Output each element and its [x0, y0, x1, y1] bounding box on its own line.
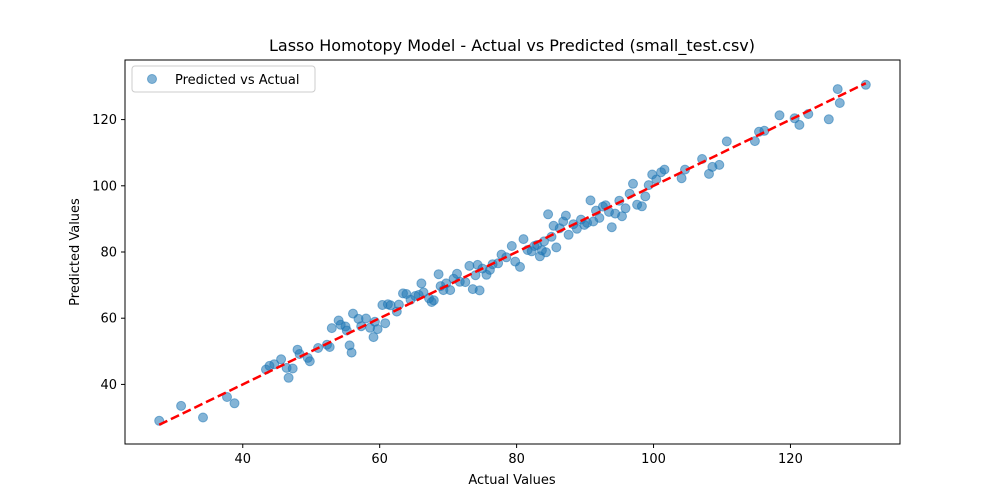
scatter-point — [594, 212, 605, 223]
x-axis-ticks: 40 60 80 100 120 — [234, 444, 803, 467]
scatter-point — [659, 164, 670, 175]
legend-box — [131, 65, 316, 93]
scatter-point — [834, 98, 845, 108]
scatter-point — [326, 323, 337, 334]
x-tick-label: 120 — [778, 452, 803, 467]
scatter-point — [222, 392, 232, 402]
scatter-point — [294, 349, 305, 359]
x-tick-label: 40 — [234, 452, 251, 467]
scatter-point — [563, 229, 574, 240]
scatter-point — [464, 260, 475, 271]
reference-line — [158, 82, 867, 426]
scatter-point — [518, 234, 529, 245]
scatter-point — [551, 242, 562, 253]
ideal-fit-line — [158, 82, 867, 426]
y-tick-label: 40 — [100, 378, 117, 393]
x-axis-label: Actual Values — [468, 473, 556, 488]
scatter-point — [506, 241, 517, 251]
y-axis-label: Predicted Values — [68, 198, 83, 306]
scatter-point — [628, 178, 638, 189]
chart-title: Lasso Homotopy Model - Actual vs Predict… — [269, 36, 755, 56]
scatter-point — [198, 412, 208, 423]
scatter-point — [433, 269, 444, 280]
scatter-point — [269, 359, 280, 370]
y-tick-label: 100 — [92, 179, 117, 194]
scatter-point — [515, 261, 525, 272]
scatter-point — [620, 203, 631, 214]
scatter-point — [368, 332, 379, 343]
scatter-point — [585, 195, 596, 206]
scatter-point — [774, 110, 785, 121]
scatter-point — [832, 84, 843, 95]
scatter-point — [445, 285, 456, 296]
scatter-point — [346, 347, 357, 358]
scatter-point — [823, 114, 834, 125]
scatter-point — [541, 247, 551, 258]
legend-marker — [147, 74, 157, 84]
scatter-point — [276, 354, 287, 365]
y-axis-ticks: 40 60 80 100 120 — [92, 113, 125, 393]
scatter-point — [643, 180, 654, 191]
y-tick-label: 120 — [92, 113, 117, 128]
scatter-point — [543, 209, 554, 220]
scatter-point — [416, 278, 427, 289]
scatter-point — [380, 318, 391, 329]
scatter-point — [176, 400, 187, 411]
scatter-point — [474, 285, 485, 296]
scatter-point — [560, 210, 571, 221]
scatter-point — [304, 356, 315, 367]
scatter-point — [428, 295, 439, 306]
scatter-point — [229, 398, 240, 409]
scatter-point — [372, 324, 383, 335]
scatter-point — [721, 136, 732, 147]
x-tick-label: 60 — [371, 452, 388, 467]
scatter-point — [287, 363, 298, 374]
legend-label: Predicted vs Actual — [175, 73, 299, 88]
y-tick-label: 60 — [100, 312, 117, 327]
scatter-point — [460, 277, 471, 288]
scatter-point — [640, 191, 651, 202]
scatter-point — [606, 222, 617, 233]
scatter-point — [283, 372, 294, 383]
scatter-point — [361, 313, 371, 324]
x-tick-label: 100 — [641, 452, 666, 467]
scatter-point — [714, 159, 725, 170]
scatter-point — [636, 201, 647, 212]
y-tick-label: 80 — [100, 246, 117, 261]
scatter-point — [794, 119, 805, 130]
x-tick-label: 80 — [508, 452, 525, 467]
scatter-point — [676, 173, 687, 184]
legend: Predicted vs Actual — [131, 65, 316, 93]
